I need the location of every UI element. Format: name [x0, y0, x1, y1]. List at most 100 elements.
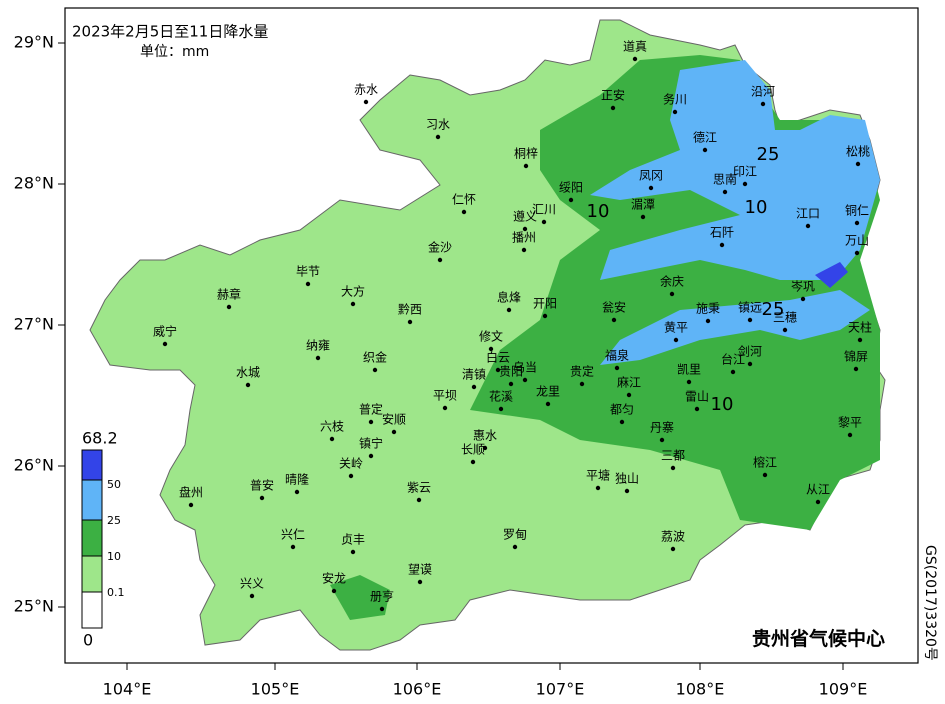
city-label: 汇川 — [532, 203, 556, 217]
city-dot — [290, 544, 296, 550]
city-label: 丹寨 — [650, 420, 674, 435]
city-label: 毕节 — [296, 265, 320, 279]
city-label: 余庆 — [660, 274, 684, 289]
city-dot — [506, 307, 512, 313]
city-dot — [407, 319, 413, 325]
city-label: 务川 — [663, 92, 687, 107]
city-dot — [508, 381, 514, 387]
legend-swatch — [81, 555, 103, 593]
city-label: 凯里 — [677, 363, 701, 377]
city-label: 平塘 — [586, 468, 610, 483]
city-label: 三都 — [661, 449, 685, 463]
city-label: 息烽 — [497, 290, 521, 305]
city-label: 水城 — [236, 366, 260, 380]
city-label: 开阳 — [533, 297, 557, 311]
rain-50 — [815, 262, 848, 288]
lat-label: 29°N — [14, 33, 54, 52]
lon-label: 107°E — [536, 680, 585, 699]
lat-label: 26°N — [14, 456, 54, 475]
city-label: 绥阳 — [559, 181, 583, 195]
city-dot — [626, 392, 632, 398]
city-dot — [672, 109, 678, 115]
contour-label: 10 — [745, 197, 768, 218]
city-label: 赤水 — [354, 83, 378, 97]
city-dot — [857, 337, 863, 343]
city-label: 榕江 — [753, 455, 777, 470]
city-dot — [805, 223, 811, 229]
city-dot — [854, 220, 860, 226]
city-label: 龙里 — [536, 385, 560, 399]
city-dot — [614, 365, 620, 371]
credit: 贵州省气候中心 — [752, 627, 885, 650]
city-label: 清镇 — [462, 368, 486, 382]
city-dot — [368, 419, 374, 425]
city-dot — [350, 301, 356, 307]
lat-label: 25°N — [14, 597, 54, 616]
city-label: 修文 — [479, 329, 503, 344]
city-label: 长顺 — [461, 443, 485, 457]
city-dot — [305, 281, 311, 287]
city-dot — [730, 369, 736, 375]
city-label: 麻江 — [617, 375, 641, 390]
lat-label: 27°N — [14, 315, 54, 334]
city-dot — [542, 313, 548, 319]
city-dot — [437, 257, 443, 263]
city-label: 贵阳 — [499, 365, 523, 379]
city-dot — [611, 317, 617, 323]
city-dot — [461, 209, 467, 215]
city-label: 乌当 — [513, 360, 537, 375]
city-label: 普安 — [250, 478, 274, 493]
city-label: 织金 — [363, 350, 387, 365]
city-label: 黔西 — [398, 302, 422, 317]
city-label: 黄平 — [664, 321, 688, 335]
city-label: 册亨 — [370, 589, 394, 604]
city-dot — [417, 579, 423, 585]
legend-swatch — [81, 449, 103, 481]
city-dot — [686, 379, 692, 385]
city-label: 三穗 — [773, 311, 797, 325]
legend-level: 10 — [107, 550, 121, 563]
city-dot — [315, 355, 321, 361]
city-dot — [705, 318, 711, 324]
city-label: 大方 — [341, 284, 365, 299]
city-label: 台江 — [721, 352, 745, 367]
city-label: 赫章 — [217, 287, 241, 302]
city-dot — [640, 214, 646, 220]
city-label: 独山 — [615, 472, 639, 486]
city-dot — [522, 377, 528, 383]
city-label: 湄潭 — [631, 198, 655, 212]
city-dot — [847, 432, 853, 438]
city-dot — [471, 384, 477, 390]
city-dot — [470, 459, 476, 465]
rain-10-west — [330, 575, 390, 620]
city-label: 安龙 — [322, 571, 346, 586]
city-dot — [512, 544, 518, 550]
city-label: 关岭 — [339, 457, 363, 471]
city-label: 纳雍 — [306, 338, 330, 353]
city-label: 正安 — [601, 88, 625, 103]
city-label: 贵定 — [570, 364, 594, 379]
city-dot — [523, 163, 529, 169]
legend-level: 25 — [107, 514, 121, 527]
city-label: 德江 — [693, 130, 717, 145]
city-dot — [610, 105, 616, 111]
city-dot — [619, 419, 625, 425]
lat-label: 28°N — [14, 174, 54, 193]
city-label: 习水 — [426, 118, 450, 132]
city-label: 威宁 — [153, 324, 177, 339]
city-label: 晴隆 — [285, 472, 309, 487]
city-dot — [294, 489, 300, 495]
city-dot — [854, 250, 860, 256]
city-label: 白云 — [486, 350, 510, 365]
city-label: 普定 — [359, 402, 383, 417]
city-dot — [760, 101, 766, 107]
city-label: 平坝 — [433, 389, 457, 403]
city-label: 道真 — [623, 40, 647, 54]
city-dot — [488, 346, 494, 352]
city-label: 兴义 — [240, 577, 264, 591]
city-label: 荔波 — [661, 530, 685, 544]
city-dot — [747, 361, 753, 367]
approval-number: GS(2017)3320号 — [922, 545, 938, 661]
city-dot — [368, 453, 374, 459]
city-dot — [521, 247, 527, 253]
